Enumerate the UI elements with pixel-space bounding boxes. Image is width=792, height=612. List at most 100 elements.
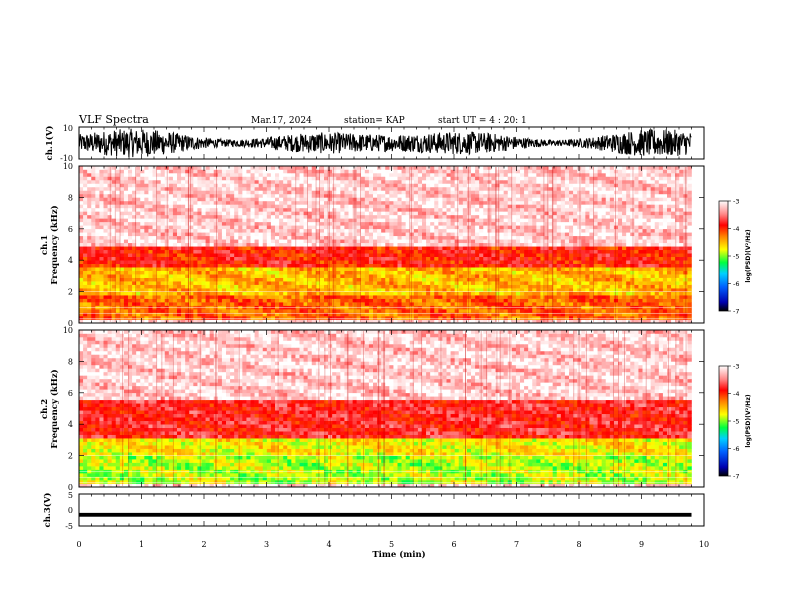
- spectrogram-cell: [177, 256, 182, 261]
- spectrogram-cell: [499, 235, 504, 240]
- spectrogram-cell: [315, 218, 321, 223]
- spectrogram-cell: [315, 291, 321, 296]
- spectrogram-cell: [221, 260, 227, 264]
- spectrogram-cell: [332, 218, 337, 223]
- spectrogram-cell: [172, 211, 178, 216]
- spectrogram-cell: [638, 284, 643, 289]
- spectrogram-cell: [344, 284, 349, 289]
- spectrogram-cell: [450, 232, 455, 237]
- spectrogram-cell: [564, 267, 570, 271]
- spectrogram-cell: [487, 253, 492, 258]
- spectrogram-cell: [585, 232, 590, 237]
- spectrogram-cell: [638, 291, 643, 296]
- spectrogram-cell: [601, 295, 607, 299]
- spectrogram-cell: [132, 218, 137, 223]
- spectrogram-cell: [307, 277, 313, 282]
- spectrogram-cell: [650, 256, 656, 261]
- spectrogram-cell: [348, 288, 353, 292]
- spectrogram-cell: [83, 270, 88, 275]
- spectrogram-cell: [377, 253, 382, 258]
- spectrogram-cell: [675, 211, 680, 216]
- spectrogram-cell: [503, 232, 509, 237]
- spectrogram-cell: [487, 298, 492, 303]
- spectrogram-cell: [683, 312, 688, 317]
- spectrogram-cell: [569, 288, 574, 292]
- spectrogram-cell: [152, 288, 157, 292]
- spectrogram-cell: [193, 288, 198, 292]
- spectrogram-cell: [144, 274, 149, 278]
- spectrogram-cell: [181, 235, 186, 240]
- spectrogram-cell: [217, 309, 223, 313]
- spectrogram-cell: [446, 267, 451, 271]
- spectrogram-cell: [352, 253, 357, 258]
- spectrogram-cell: [95, 295, 100, 299]
- spectrogram-cell: [83, 260, 88, 264]
- spectrogram-cell: [148, 260, 153, 264]
- spectrogram-cell: [266, 256, 272, 261]
- spectrogram-cell: [303, 316, 308, 320]
- spectrogram-cell: [605, 291, 611, 296]
- spectrogram-cell: [119, 309, 125, 313]
- spectrogram-cell: [377, 214, 382, 219]
- spectrogram-cell: [299, 211, 304, 216]
- spectrogram-cell: [430, 302, 435, 306]
- spectrogram-cell: [132, 312, 137, 317]
- spectrogram-cell: [520, 242, 525, 247]
- spectrogram-cell: [658, 316, 664, 320]
- spectrogram-cell: [634, 288, 639, 292]
- spectrogram-cell: [401, 274, 406, 278]
- spectrogram-cell: [238, 249, 243, 254]
- spectrogram-cell: [434, 232, 439, 237]
- spectrogram-cell: [548, 249, 553, 254]
- spectrogram-cell: [650, 211, 656, 216]
- spectrogram-cell: [401, 218, 406, 223]
- spectrogram-cell: [593, 246, 598, 251]
- spectrogram-cell: [128, 309, 133, 313]
- spectrogram-cell: [528, 256, 533, 261]
- spectrogram-cell: [340, 270, 345, 275]
- spectrogram-cell: [303, 253, 308, 258]
- spectrogram-cell: [332, 277, 337, 282]
- spectrogram-cell: [515, 211, 521, 216]
- spectrogram-cell: [168, 295, 174, 299]
- spectrogram-cell: [115, 288, 121, 292]
- spectrogram-cell: [630, 214, 635, 219]
- spectrogram-cell: [217, 256, 223, 261]
- spectrogram-cell: [217, 207, 223, 212]
- spectrogram-cell: [462, 232, 468, 237]
- spectrogram-cell: [662, 284, 668, 289]
- spectrogram-cell: [270, 267, 276, 271]
- spectrogram-cell: [426, 256, 431, 261]
- spectrogram-cell: [140, 242, 145, 247]
- spectrogram-cell: [446, 242, 451, 247]
- spectrogram-cell: [671, 263, 676, 268]
- spectrogram-cell: [532, 316, 537, 320]
- spectrogram-cell: [511, 298, 517, 303]
- spectrogram-cell: [458, 288, 464, 292]
- spectrogram-cell: [381, 267, 386, 271]
- spectrogram-cell: [556, 232, 562, 237]
- spectrogram-cell: [364, 312, 370, 317]
- spectrogram-cell: [646, 263, 651, 268]
- spectrogram-cell: [426, 288, 431, 292]
- spectrogram-cell: [389, 291, 394, 296]
- spectrogram-cell: [405, 316, 411, 320]
- spectrogram-cell: [189, 267, 194, 271]
- spectrogram-cell: [495, 263, 500, 268]
- spectrogram-cell: [209, 260, 215, 264]
- spectrogram-cell: [311, 242, 317, 247]
- spectrogram-cell: [79, 253, 84, 258]
- spectrogram-cell: [311, 291, 317, 296]
- spectrogram-cell: [450, 242, 455, 247]
- spectrogram-cell: [144, 291, 149, 296]
- spectrogram-cell: [160, 246, 166, 251]
- spectrogram-cell: [434, 312, 439, 317]
- spectrogram-cell: [242, 274, 247, 278]
- spectrogram-cell: [466, 218, 472, 223]
- spectrogram-cell: [201, 260, 206, 264]
- spectrogram-cell: [397, 232, 402, 237]
- spectrogram-cell: [466, 291, 472, 296]
- spectrogram-cell: [536, 260, 541, 264]
- spectrogram-cell: [360, 309, 366, 313]
- spectrogram-cell: [499, 312, 504, 317]
